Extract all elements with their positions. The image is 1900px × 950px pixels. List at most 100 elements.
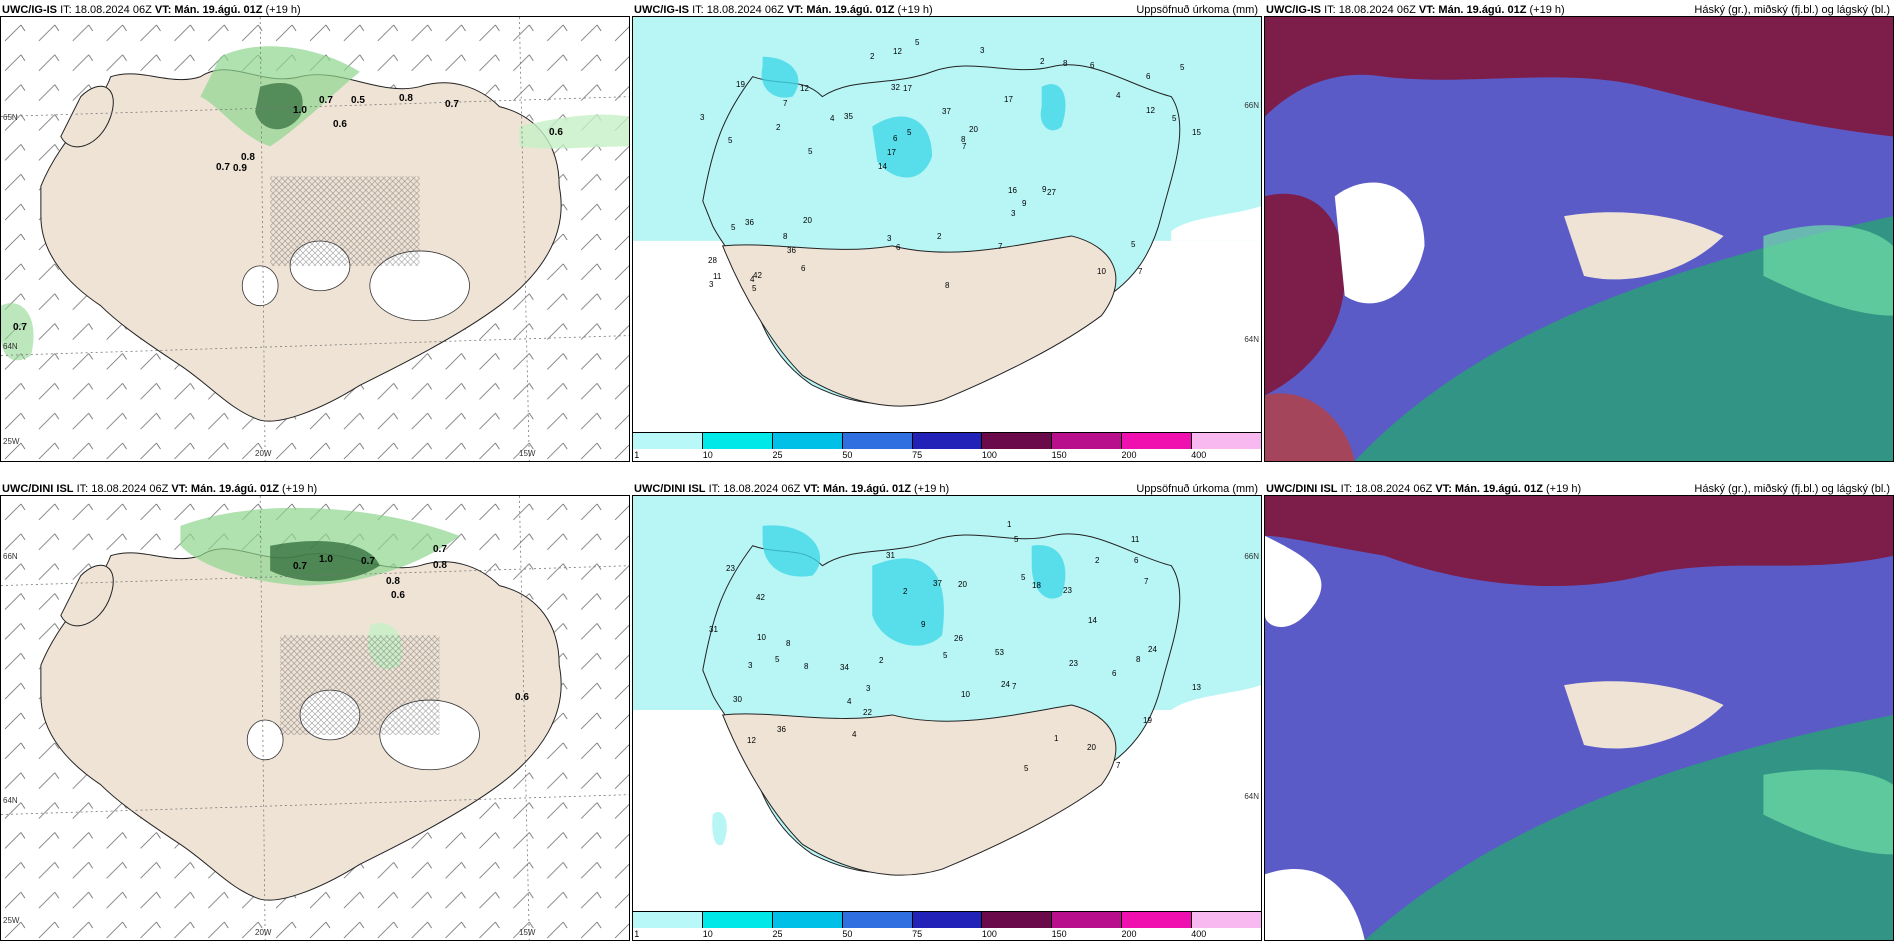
colorbar-tick-label: 1	[634, 929, 640, 939]
map-panel-3-ig-is-clouds: UWC/IG-IS IT: 18.08.2024 06Z VT: Mán. 19…	[1264, 4, 1894, 462]
colorbar-tick-label: 200	[1121, 450, 1137, 460]
precip-value-label: 53	[995, 648, 1004, 657]
precip-value-label: 2	[937, 232, 942, 241]
value-label: 1.0	[293, 105, 307, 116]
colorbar-tick-label: 50	[842, 929, 853, 939]
value-label: 0.5	[351, 95, 365, 106]
precip-value-label: 4	[847, 697, 852, 706]
precip-value-label: 2	[870, 52, 875, 61]
precip-value-label: 7	[783, 99, 788, 108]
precip-value-label: 5	[915, 38, 920, 47]
panel-title: Háský (gr.), miðský (fj.bl.) og lágský (…	[1694, 4, 1890, 16]
init-time: IT: 18.08.2024 06Z	[76, 483, 169, 495]
precip-value-label: 23	[1063, 586, 1072, 595]
colorbar-tick-label: 25	[772, 929, 783, 939]
value-label: 0.6	[549, 127, 563, 138]
precip-value-label: 10	[961, 690, 970, 699]
lead-time: (+19 h)	[914, 483, 950, 495]
precip-value-label: 30	[733, 695, 742, 704]
precip-value-label: 4	[852, 730, 857, 739]
precip-value-label: 8	[1136, 655, 1141, 664]
value-label: 0.8	[386, 576, 400, 587]
colorbar-cell	[1052, 912, 1123, 928]
lead-time: (+19 h)	[265, 4, 301, 16]
precip-value-label: 7	[1012, 682, 1017, 691]
model-name: UWC/IG-IS	[2, 4, 57, 16]
lon-label: 20W	[255, 928, 272, 937]
init-time: IT: 18.08.2024 06Z	[60, 4, 152, 16]
colorbar-tick-label: 25	[772, 450, 783, 460]
precip-value-label: 5	[752, 284, 757, 293]
colorbar-cell	[1052, 433, 1123, 449]
precip-value-label: 11	[713, 272, 722, 281]
precip-value-label: 3	[709, 280, 714, 289]
precip-value-label: 1	[1054, 734, 1059, 743]
precip-value-label: 10	[1097, 267, 1106, 276]
precip-value-label: 34	[840, 663, 849, 672]
valid-time: VT: Mán. 19.ágú. 01Z	[171, 483, 279, 495]
colorbar-cell	[702, 433, 773, 449]
precip-value-label: 9	[921, 620, 926, 629]
precip-value-label: 5	[1014, 535, 1019, 544]
precip-value-label: 5	[1131, 240, 1136, 249]
colorbar: 1 10 25 50 75 100 150 200 400	[633, 911, 1262, 940]
precip-value-label: 3	[1011, 209, 1016, 218]
precip-value-label: 8	[1063, 59, 1068, 68]
map-area: 66N 64N 25W 20W 15W 0.7 1.0 0.7 0.8 0.8 …	[1, 496, 629, 940]
panel-header: UWC/DINI ISL IT: 18.08.2024 06Z VT: Mán.…	[1265, 482, 1893, 496]
model-name: UWC/DINI ISL	[634, 483, 706, 495]
lon-label: 15W	[519, 928, 536, 937]
precip-value-label: 5	[1172, 114, 1177, 123]
lat-label: 64N	[1244, 792, 1259, 801]
colorbar-cell	[1122, 912, 1193, 928]
precip-value-label: 26	[954, 634, 963, 643]
valid-time: VT: Mán. 19.ágú. 01Z	[803, 483, 911, 495]
lat-label: 66N	[1244, 552, 1259, 561]
lon-label: 20W	[255, 449, 272, 458]
model-name: UWC/DINI ISL	[1266, 483, 1338, 495]
value-label: 0.7	[216, 162, 230, 173]
precip-value-label: 28	[708, 256, 717, 265]
precip-value-label: 3	[700, 113, 705, 122]
precip-value-label: 12	[893, 47, 902, 56]
precip-value-label: 24	[1001, 680, 1010, 689]
precip-value-label: 20	[958, 580, 967, 589]
precip-value-label: 20	[1087, 743, 1096, 752]
map-svg	[1, 17, 629, 461]
map-area	[1265, 496, 1893, 940]
precip-value-label: 17	[903, 84, 912, 93]
precip-value-label: 5	[808, 147, 813, 156]
colorbar-tick-label: 50	[842, 450, 853, 460]
colorbar-cell	[912, 912, 983, 928]
colorbar-cell	[842, 433, 913, 449]
value-label: 0.7	[361, 556, 375, 567]
precip-value-label: 8	[961, 135, 966, 144]
precip-value-label: 6	[893, 134, 898, 143]
precip-value-label: 5	[775, 655, 780, 664]
value-label: 1.0	[319, 554, 333, 565]
colorbar-cell	[633, 433, 703, 449]
lat-label: 66N	[1244, 101, 1259, 110]
precip-value-label: 13	[1192, 683, 1201, 692]
colorbar-tick-label: 1	[634, 450, 640, 460]
map-panel-2-ig-is-precip: UWC/IG-IS IT: 18.08.2024 06Z VT: Mán. 19…	[632, 4, 1262, 462]
precip-value-label: 7	[1116, 761, 1121, 770]
precip-value-label: 17	[887, 148, 896, 157]
model-name: UWC/DINI ISL	[2, 483, 74, 495]
lead-time: (+19 h)	[1546, 483, 1582, 495]
precip-value-label: 8	[783, 232, 788, 241]
precip-value-label: 7	[1144, 577, 1149, 586]
panel-header: UWC/IG-IS IT: 18.08.2024 06Z VT: Mán. 19…	[1, 3, 629, 17]
value-label: 0.7	[319, 95, 333, 106]
precip-value-label: 19	[1143, 716, 1152, 725]
map-panel-6-dini-clouds: UWC/DINI ISL IT: 18.08.2024 06Z VT: Mán.…	[1264, 483, 1894, 941]
colorbar-cell	[702, 912, 773, 928]
precip-value-label: 2	[879, 656, 884, 665]
precip-value-label: 6	[1134, 556, 1139, 565]
precip-value-label: 42	[756, 593, 765, 602]
precip-value-label: 20	[969, 125, 978, 134]
value-label: 0.9	[233, 163, 247, 174]
precip-value-label: 3	[866, 684, 871, 693]
colorbar-tick-label: 100	[981, 450, 997, 460]
precip-value-label: 14	[1088, 616, 1097, 625]
